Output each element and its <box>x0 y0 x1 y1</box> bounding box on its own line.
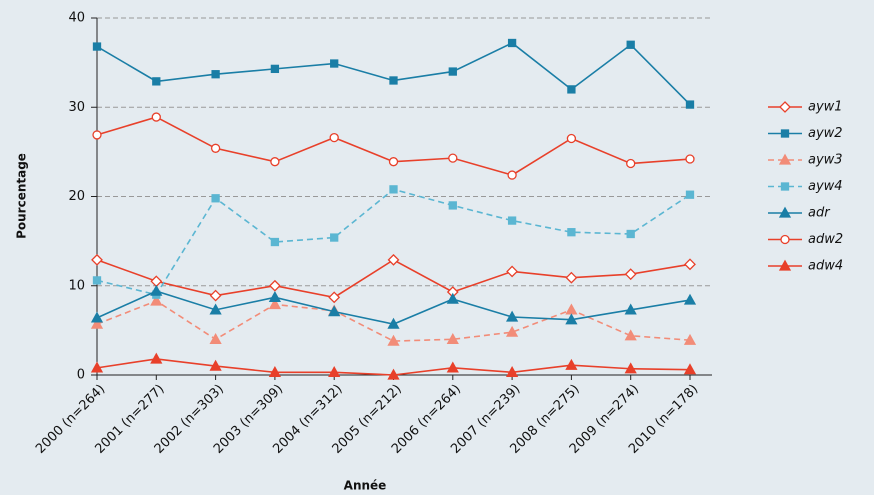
point <box>685 100 695 109</box>
point <box>683 293 697 305</box>
point <box>565 313 578 325</box>
y-tick-label: 30 <box>68 100 85 115</box>
point <box>270 64 280 74</box>
point <box>446 292 459 304</box>
point <box>92 42 102 51</box>
point <box>330 233 339 242</box>
point <box>446 361 459 373</box>
legend-label: ayw2 <box>808 126 843 141</box>
legend-label: adw4 <box>808 259 843 274</box>
point <box>505 325 519 337</box>
point <box>91 253 103 266</box>
legend-label: adr <box>808 206 831 221</box>
point <box>626 40 635 49</box>
legend-marker <box>778 259 792 271</box>
point <box>446 332 459 344</box>
point <box>567 85 576 94</box>
point <box>211 194 220 203</box>
point <box>268 279 281 292</box>
point <box>683 363 697 375</box>
y-tick-label: 0 <box>77 368 85 383</box>
point <box>389 185 398 194</box>
legend-marker <box>780 234 790 245</box>
point <box>270 237 280 247</box>
point <box>683 333 697 345</box>
point <box>448 201 457 210</box>
point <box>328 365 341 377</box>
point <box>389 76 398 85</box>
point <box>626 229 635 239</box>
point <box>268 291 282 303</box>
point <box>387 317 400 329</box>
point <box>448 67 457 76</box>
point <box>270 157 280 167</box>
point <box>684 258 696 271</box>
point <box>209 303 222 315</box>
point <box>685 190 695 199</box>
point <box>624 303 637 315</box>
point <box>90 311 104 323</box>
legend-label: ayw3 <box>808 153 843 168</box>
point <box>505 310 519 322</box>
point <box>92 130 102 140</box>
point <box>209 289 222 302</box>
legend-label: ayw4 <box>808 179 843 194</box>
y-axis-title: Pourcentage <box>15 153 29 239</box>
point <box>387 334 400 346</box>
line <box>96 300 691 342</box>
point <box>268 298 282 310</box>
point <box>685 154 695 164</box>
point <box>328 291 341 304</box>
y-tick-label: 20 <box>68 189 85 204</box>
point <box>150 294 163 306</box>
legend-marker <box>779 101 791 113</box>
point <box>90 361 104 373</box>
point <box>626 158 636 169</box>
point <box>448 153 458 163</box>
point <box>211 70 220 79</box>
point <box>387 253 400 266</box>
point <box>209 332 222 344</box>
point <box>388 157 399 167</box>
point <box>507 216 517 225</box>
point <box>624 268 637 281</box>
point <box>505 365 519 377</box>
point <box>152 77 161 86</box>
point <box>565 271 578 284</box>
point <box>507 170 517 180</box>
point <box>566 133 577 144</box>
point <box>506 265 519 278</box>
point <box>329 132 339 143</box>
point <box>210 143 221 153</box>
point <box>328 305 341 317</box>
point <box>92 276 102 285</box>
point <box>624 329 637 341</box>
point <box>567 228 576 237</box>
y-tick-label: 10 <box>68 278 85 293</box>
point <box>150 284 163 296</box>
legend-marker <box>780 129 790 138</box>
point <box>150 352 163 364</box>
x-axis-title: Année <box>344 479 387 493</box>
point <box>387 368 400 380</box>
point <box>209 359 222 371</box>
point <box>330 59 339 68</box>
legend-marker <box>778 153 792 165</box>
point <box>565 358 578 370</box>
point <box>624 362 637 374</box>
legend-marker <box>780 182 790 191</box>
legend-label: ayw1 <box>808 100 843 115</box>
point <box>151 112 161 122</box>
legend-label: adw2 <box>808 232 843 247</box>
point <box>507 38 517 48</box>
legend-marker <box>778 206 792 218</box>
point <box>268 365 282 377</box>
y-tick-label: 40 <box>68 11 85 26</box>
point <box>90 317 104 329</box>
